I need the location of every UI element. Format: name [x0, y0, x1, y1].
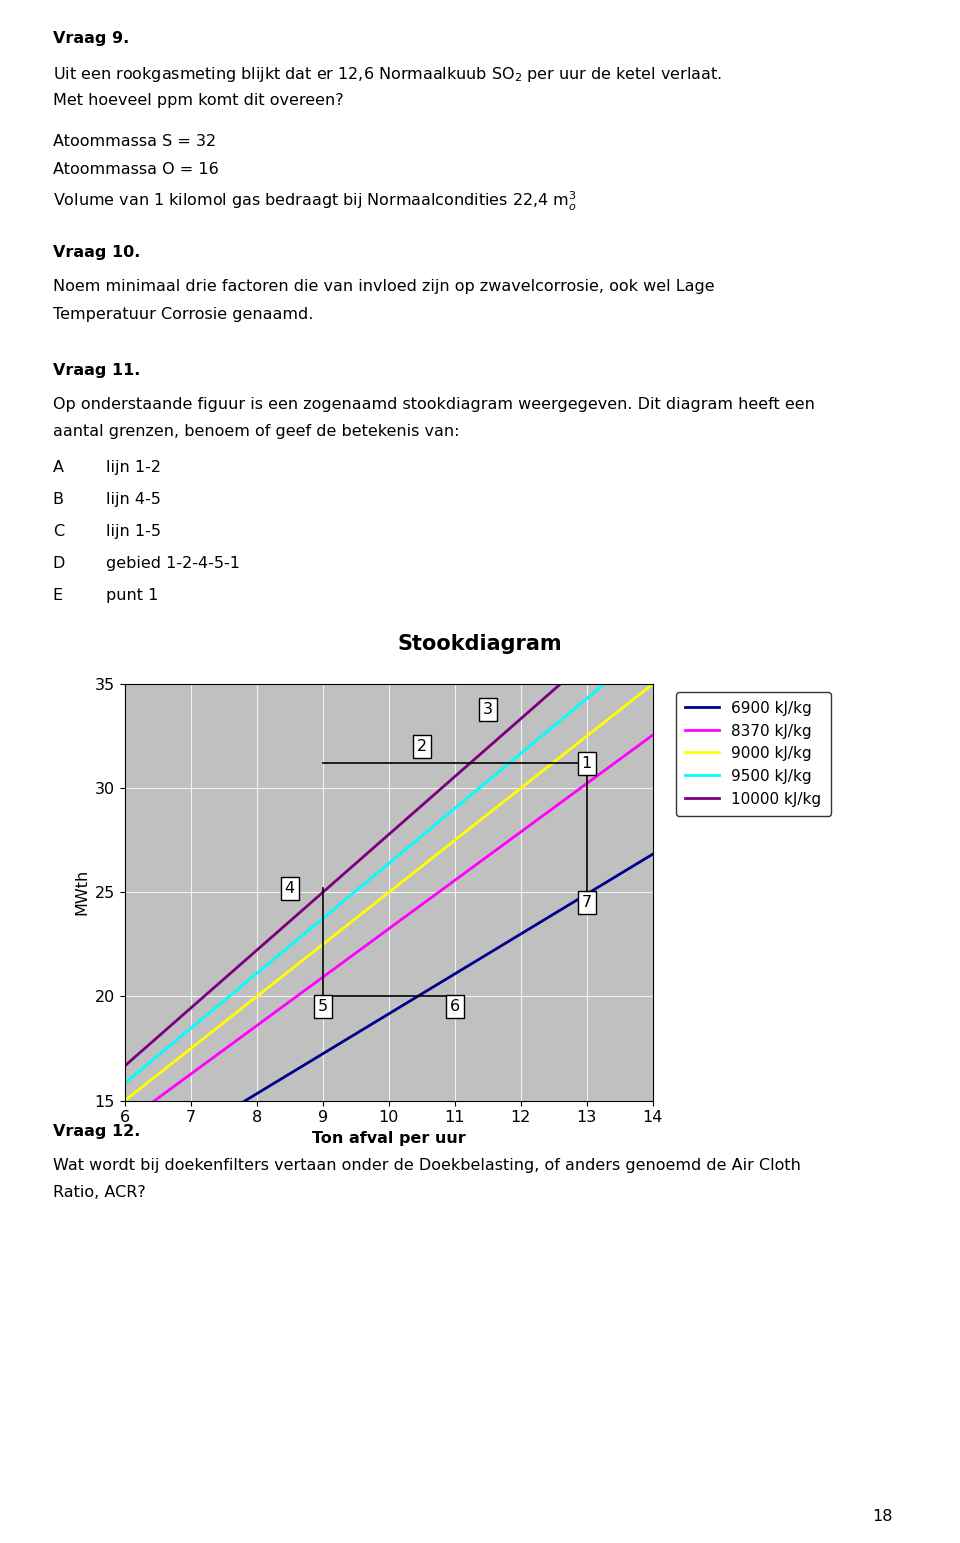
6900 kJ/kg: [140, 1151, 152, 1170]
10000 kJ/kg: [602, 633, 613, 651]
10000 kJ/kg: [620, 617, 632, 636]
10000 kJ/kg: [259, 934, 271, 952]
10000 kJ/kg: [140, 1038, 152, 1057]
9000 kJ/kg: [647, 674, 659, 693]
X-axis label: Ton afval per uur: Ton afval per uur: [312, 1131, 466, 1146]
Line: 8370 kJ/kg: 8370 kJ/kg: [125, 734, 653, 1122]
Y-axis label: MWth: MWth: [74, 869, 89, 915]
Text: Vraag 10.: Vraag 10.: [53, 245, 140, 261]
Text: punt 1: punt 1: [106, 588, 158, 603]
8370 kJ/kg: [259, 1011, 271, 1029]
Text: lijn 4-5: lijn 4-5: [106, 492, 160, 508]
Line: 9000 kJ/kg: 9000 kJ/kg: [125, 684, 653, 1100]
9000 kJ/kg: [602, 710, 613, 728]
6900 kJ/kg: [119, 1165, 131, 1183]
8370 kJ/kg: [647, 725, 659, 744]
9500 kJ/kg: [119, 1074, 131, 1092]
Line: 9500 kJ/kg: 9500 kJ/kg: [125, 643, 653, 1083]
Text: Volume van 1 kilomol gas bedraagt bij Normaalcondities 22,4 m$_o^3$: Volume van 1 kilomol gas bedraagt bij No…: [53, 190, 577, 213]
9500 kJ/kg: [259, 957, 271, 975]
9500 kJ/kg: [620, 656, 632, 674]
Text: Stookdiagram: Stookdiagram: [397, 634, 563, 654]
Text: Vraag 9.: Vraag 9.: [53, 31, 129, 46]
6900 kJ/kg: [647, 846, 659, 864]
6900 kJ/kg: [217, 1105, 228, 1123]
9500 kJ/kg: [217, 992, 228, 1011]
6900 kJ/kg: [151, 1145, 162, 1163]
8370 kJ/kg: [217, 1042, 228, 1060]
Text: Temperatuur Corrosie genaamd.: Temperatuur Corrosie genaamd.: [53, 307, 313, 322]
Text: Wat wordt bij doekenfilters vertaan onder de Doekbelasting, of anders genoemd de: Wat wordt bij doekenfilters vertaan onde…: [53, 1157, 801, 1173]
9000 kJ/kg: [119, 1091, 131, 1109]
Text: C: C: [53, 525, 64, 540]
Text: E: E: [53, 588, 63, 603]
10000 kJ/kg: [647, 594, 659, 613]
6900 kJ/kg: [620, 861, 632, 880]
10000 kJ/kg: [119, 1057, 131, 1075]
9500 kJ/kg: [151, 1048, 162, 1066]
Text: Noem minimaal drie factoren die van invloed zijn op zwavelcorrosie, ook wel Lage: Noem minimaal drie factoren die van invl…: [53, 279, 714, 295]
9500 kJ/kg: [647, 634, 659, 653]
10000 kJ/kg: [151, 1029, 162, 1048]
9500 kJ/kg: [602, 671, 613, 690]
Text: 2: 2: [417, 739, 427, 755]
Line: 10000 kJ/kg: 10000 kJ/kg: [125, 603, 653, 1066]
8370 kJ/kg: [151, 1089, 162, 1108]
Text: A: A: [53, 460, 63, 475]
Text: Vraag 11.: Vraag 11.: [53, 363, 140, 378]
Text: lijn 1-5: lijn 1-5: [106, 525, 160, 540]
Text: Ratio, ACR?: Ratio, ACR?: [53, 1185, 146, 1200]
Text: 4: 4: [285, 881, 295, 895]
Text: gebied 1-2-4-5-1: gebied 1-2-4-5-1: [106, 557, 240, 571]
10000 kJ/kg: [217, 971, 228, 989]
Text: Atoommassa O = 16: Atoommassa O = 16: [53, 162, 219, 177]
Text: B: B: [53, 492, 63, 508]
8370 kJ/kg: [140, 1097, 152, 1116]
Text: 5: 5: [318, 1000, 328, 1014]
Text: aantal grenzen, benoem of geef de betekenis van:: aantal grenzen, benoem of geef de beteke…: [53, 424, 459, 440]
Legend: 6900 kJ/kg, 8370 kJ/kg, 9000 kJ/kg, 9500 kJ/kg, 10000 kJ/kg: 6900 kJ/kg, 8370 kJ/kg, 9000 kJ/kg, 9500…: [676, 691, 830, 816]
8370 kJ/kg: [602, 759, 613, 778]
Text: 7: 7: [582, 895, 592, 910]
Text: 3: 3: [483, 702, 492, 716]
9500 kJ/kg: [140, 1057, 152, 1075]
9000 kJ/kg: [140, 1074, 152, 1092]
9000 kJ/kg: [217, 1014, 228, 1032]
9000 kJ/kg: [620, 696, 632, 714]
8370 kJ/kg: [620, 745, 632, 764]
Text: Uit een rookgasmeting blijkt dat er 12,6 Normaalkuub SO$_2$ per uur de ketel ver: Uit een rookgasmeting blijkt dat er 12,6…: [53, 65, 722, 83]
Text: lijn 1-2: lijn 1-2: [106, 460, 160, 475]
Text: 6: 6: [449, 1000, 460, 1014]
Text: 18: 18: [873, 1509, 893, 1524]
8370 kJ/kg: [119, 1113, 131, 1131]
6900 kJ/kg: [602, 872, 613, 890]
9000 kJ/kg: [259, 980, 271, 998]
Text: 1: 1: [582, 756, 592, 770]
Text: Met hoeveel ppm komt dit overeen?: Met hoeveel ppm komt dit overeen?: [53, 93, 344, 108]
Text: Vraag 12.: Vraag 12.: [53, 1123, 140, 1139]
9000 kJ/kg: [151, 1066, 162, 1085]
Text: Op onderstaande figuur is een zogenaamd stookdiagram weergegeven. Dit diagram he: Op onderstaande figuur is een zogenaamd …: [53, 397, 815, 412]
Text: D: D: [53, 557, 65, 571]
Line: 6900 kJ/kg: 6900 kJ/kg: [125, 855, 653, 1174]
6900 kJ/kg: [259, 1079, 271, 1097]
Text: Atoommassa S = 32: Atoommassa S = 32: [53, 134, 216, 150]
